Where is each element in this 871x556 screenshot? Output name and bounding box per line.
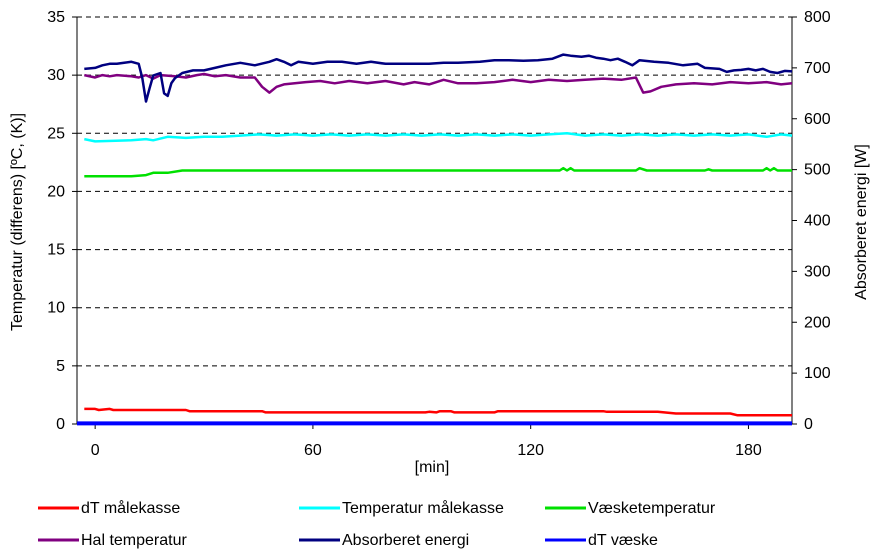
legend-label: dT målekasse	[81, 499, 180, 517]
tick-label-right: 0	[804, 416, 813, 433]
legend-item: Væsketemperatur	[545, 500, 716, 517]
series-line	[84, 166, 792, 178]
tick-label-left: 5	[56, 358, 65, 375]
tick-label-left: 25	[47, 125, 65, 142]
tick-label-right: 600	[804, 111, 831, 128]
legend-item: dT målekasse	[38, 499, 180, 517]
legend-label: Absorberet energi	[342, 532, 469, 549]
tick-label-right: 700	[804, 60, 831, 77]
y-axis-label-left: Temperatur (differens) [ºC, (K)]	[9, 113, 26, 331]
tick-label-left: 30	[47, 67, 65, 84]
legend: dT målekasse Temperatur målekasse Væsketem…	[38, 499, 716, 549]
legend-label: Temperatur målekasse	[342, 499, 504, 517]
tick-label-left: 10	[47, 300, 65, 317]
tick-label-right: 400	[804, 213, 831, 230]
tick-label-x: 0	[91, 442, 100, 459]
legend-item: dT væske	[545, 532, 658, 549]
tick-label-right: 500	[804, 162, 831, 179]
series-line	[84, 132, 793, 143]
axes	[72, 16, 797, 429]
series-lines	[77, 53, 793, 426]
tick-label-left: 20	[47, 183, 65, 200]
series-line	[84, 72, 793, 94]
tick-label-right: 100	[804, 365, 831, 382]
legend-label: Hal temperatur	[81, 532, 187, 549]
tick-labels: 0 5 10 15 20 25 30 35 0 100 200 300 400 500 600 700 800 0…	[47, 9, 831, 459]
tick-label-left: 0	[56, 416, 65, 433]
x-axis-label: [min]	[415, 459, 450, 476]
series-line	[84, 407, 792, 417]
legend-item: Absorberet energi	[299, 532, 469, 549]
legend-label: dT væske	[588, 532, 658, 549]
grid-lines	[77, 16, 792, 367]
tick-label-right: 300	[804, 263, 831, 280]
legend-item: Temperatur målekasse	[299, 499, 504, 517]
tick-label-x: 60	[304, 442, 322, 459]
tick-label-x: 120	[517, 442, 544, 459]
tick-label-x: 180	[735, 442, 762, 459]
series-line	[84, 53, 793, 103]
tick-label-right: 800	[804, 9, 831, 26]
y-axis-label-right: Absorberet energi [W]	[853, 144, 870, 300]
legend-item: Hal temperatur	[38, 532, 187, 549]
tick-label-right: 200	[804, 314, 831, 331]
tick-label-left: 15	[47, 242, 65, 259]
tick-label-left: 35	[47, 9, 65, 26]
legend-label: Væsketemperatur	[588, 500, 716, 517]
